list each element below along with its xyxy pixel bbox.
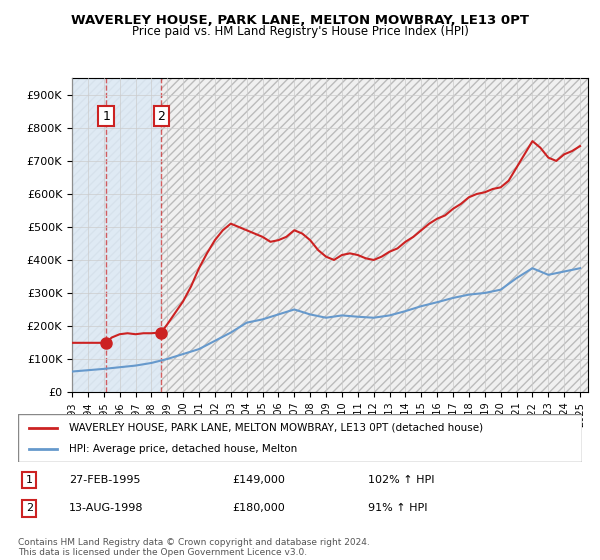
Text: 102% ↑ HPI: 102% ↑ HPI [368,475,434,485]
Text: WAVERLEY HOUSE, PARK LANE, MELTON MOWBRAY, LE13 0PT: WAVERLEY HOUSE, PARK LANE, MELTON MOWBRA… [71,14,529,27]
Text: £149,000: £149,000 [232,475,285,485]
Text: 1: 1 [26,475,33,485]
Text: 13-AUG-1998: 13-AUG-1998 [69,503,143,514]
Text: 2: 2 [157,110,165,123]
Text: 2: 2 [26,503,33,514]
Text: Price paid vs. HM Land Registry's House Price Index (HPI): Price paid vs. HM Land Registry's House … [131,25,469,38]
Bar [72,78,106,392]
Text: 91% ↑ HPI: 91% ↑ HPI [368,503,427,514]
Text: HPI: Average price, detached house, Melton: HPI: Average price, detached house, Melt… [69,444,297,454]
Text: WAVERLEY HOUSE, PARK LANE, MELTON MOWBRAY, LE13 0PT (detached house): WAVERLEY HOUSE, PARK LANE, MELTON MOWBRA… [69,423,483,433]
Text: £180,000: £180,000 [232,503,285,514]
Text: 27-FEB-1995: 27-FEB-1995 [69,475,140,485]
Text: 1: 1 [102,110,110,123]
FancyBboxPatch shape [18,414,582,462]
Bar [106,78,161,392]
Text: Contains HM Land Registry data © Crown copyright and database right 2024.
This d: Contains HM Land Registry data © Crown c… [18,538,370,557]
